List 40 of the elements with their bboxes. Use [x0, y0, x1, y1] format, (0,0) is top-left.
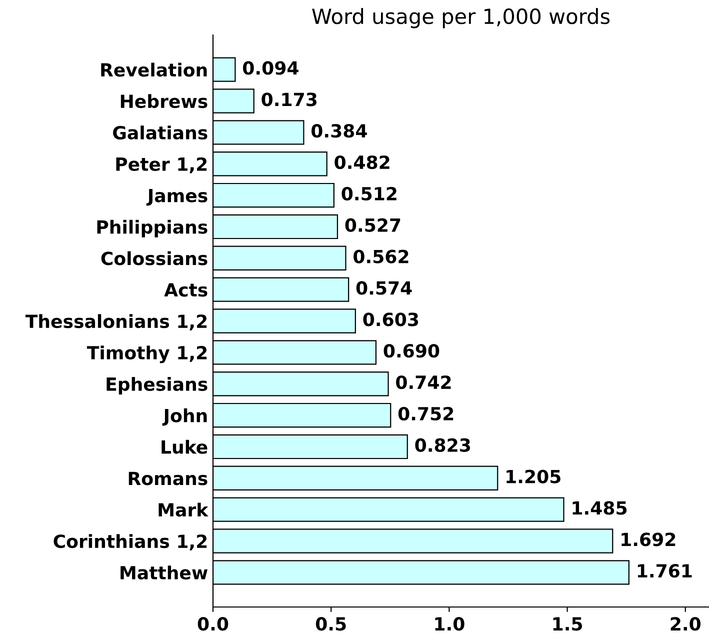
x-tick-label: 0.0	[198, 617, 228, 631]
data-label: 1.485	[572, 501, 627, 515]
y-tick-label: Timothy 1,2	[86, 346, 207, 364]
y-tick-label: Philippians	[97, 220, 208, 238]
y-tick-label: John	[162, 408, 207, 426]
data-label: 0.173	[262, 92, 316, 106]
data-label: 0.823	[415, 438, 470, 452]
y-tick-label: Thessalonians 1,2	[25, 314, 207, 330]
y-tick-label: James	[146, 188, 208, 206]
y-tick-label: Colossians	[101, 251, 208, 266]
data-label: 0.752	[398, 406, 454, 421]
y-tick-label: Revelation	[101, 62, 207, 77]
y-tick-label: Matthew	[120, 566, 208, 580]
y-tick-label: Acts	[164, 283, 208, 297]
y-tick-label: Ephesians	[106, 376, 208, 394]
x-tick-label: 1.5	[553, 617, 582, 631]
data-label: 0.742	[396, 375, 451, 390]
data-label: 0.384	[312, 124, 367, 138]
y-tick-label: Mark	[158, 502, 208, 517]
data-label: 0.574	[356, 281, 412, 295]
data-label: 0.527	[345, 218, 400, 232]
y-tick-label: Luke	[162, 440, 208, 454]
x-tick-label: 0.5	[316, 617, 346, 631]
data-label: 0.094	[243, 61, 298, 75]
data-label: 0.603	[363, 312, 418, 326]
y-tick-label: Galatians	[113, 126, 208, 140]
y-tick-label: Hebrews	[120, 94, 208, 108]
data-label: 0.512	[342, 186, 396, 201]
x-tick-label: 2.0	[670, 617, 701, 631]
y-tick-label: Romans	[128, 472, 208, 486]
data-label: 0.562	[354, 250, 408, 264]
chart-title: Word usage per 1,000 words	[312, 8, 610, 28]
data-label: 1.692	[622, 532, 676, 546]
y-tick-label: Peter 1,2	[116, 157, 207, 174]
data-label: 1.205	[506, 470, 560, 484]
data-label: 0.482	[334, 155, 390, 170]
y-tick-label: Corinthians 1,2	[54, 534, 207, 550]
data-label: 1.761	[638, 564, 692, 578]
x-tick-label: 1.0	[435, 617, 464, 631]
data-label: 0.690	[384, 344, 440, 358]
